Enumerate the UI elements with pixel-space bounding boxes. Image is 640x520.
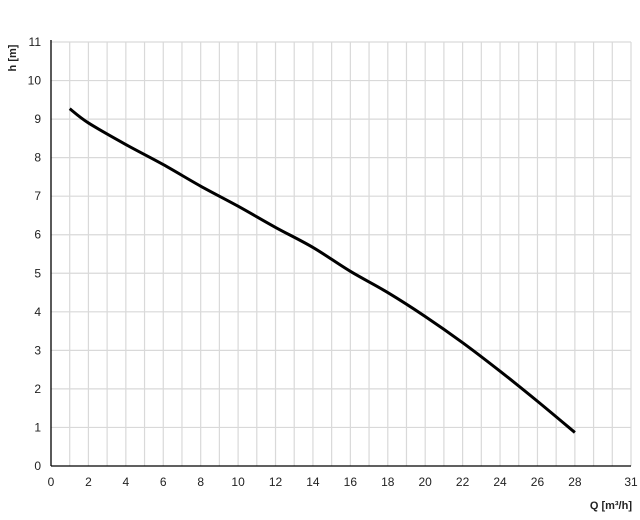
y-tick-label: 10 — [28, 74, 42, 88]
y-tick-label: 1 — [34, 420, 41, 434]
x-tick-label: 12 — [269, 475, 283, 489]
x-tick-label: 18 — [381, 475, 395, 489]
y-tick-label: 7 — [34, 189, 41, 203]
x-tick-label: 10 — [231, 475, 245, 489]
y-tick-label: 6 — [34, 228, 41, 242]
pump-curve-line — [68, 107, 576, 434]
y-tick-label: 9 — [34, 112, 41, 126]
x-tick-label: 20 — [419, 475, 433, 489]
x-tick-label: 8 — [197, 475, 204, 489]
x-axis-label: Q [m³/h] — [590, 500, 632, 512]
y-tick-label: 5 — [34, 266, 41, 280]
x-tick-label: 0 — [48, 475, 55, 489]
x-tick-label: 14 — [306, 475, 320, 489]
x-tick-label: 22 — [456, 475, 470, 489]
x-tick-label: 28 — [568, 475, 582, 489]
y-tick-label: 0 — [34, 459, 41, 473]
x-tick-label: 31 — [624, 475, 638, 489]
series — [68, 107, 576, 434]
grid — [51, 41, 632, 466]
y-tick-label: 11 — [29, 35, 42, 49]
y-tick-label: 2 — [34, 382, 41, 396]
y-tick-label: 4 — [34, 305, 41, 319]
y-axis-label: h [m] — [7, 44, 19, 71]
x-tick-label: 4 — [122, 475, 129, 489]
x-tick-label: 16 — [344, 475, 358, 489]
y-tick-label: 3 — [34, 343, 41, 357]
x-tick-label: 6 — [160, 475, 167, 489]
x-tick-label: 2 — [85, 475, 92, 489]
x-tick-label: 26 — [531, 475, 545, 489]
x-tick-label: 24 — [493, 475, 507, 489]
axes — [50, 40, 631, 467]
y-tick-label: 8 — [34, 151, 41, 165]
tick-labels: 0 2 4 6 8 10 12 14 16 18 20 22 24 26 28 310123456789101… — [28, 35, 638, 489]
